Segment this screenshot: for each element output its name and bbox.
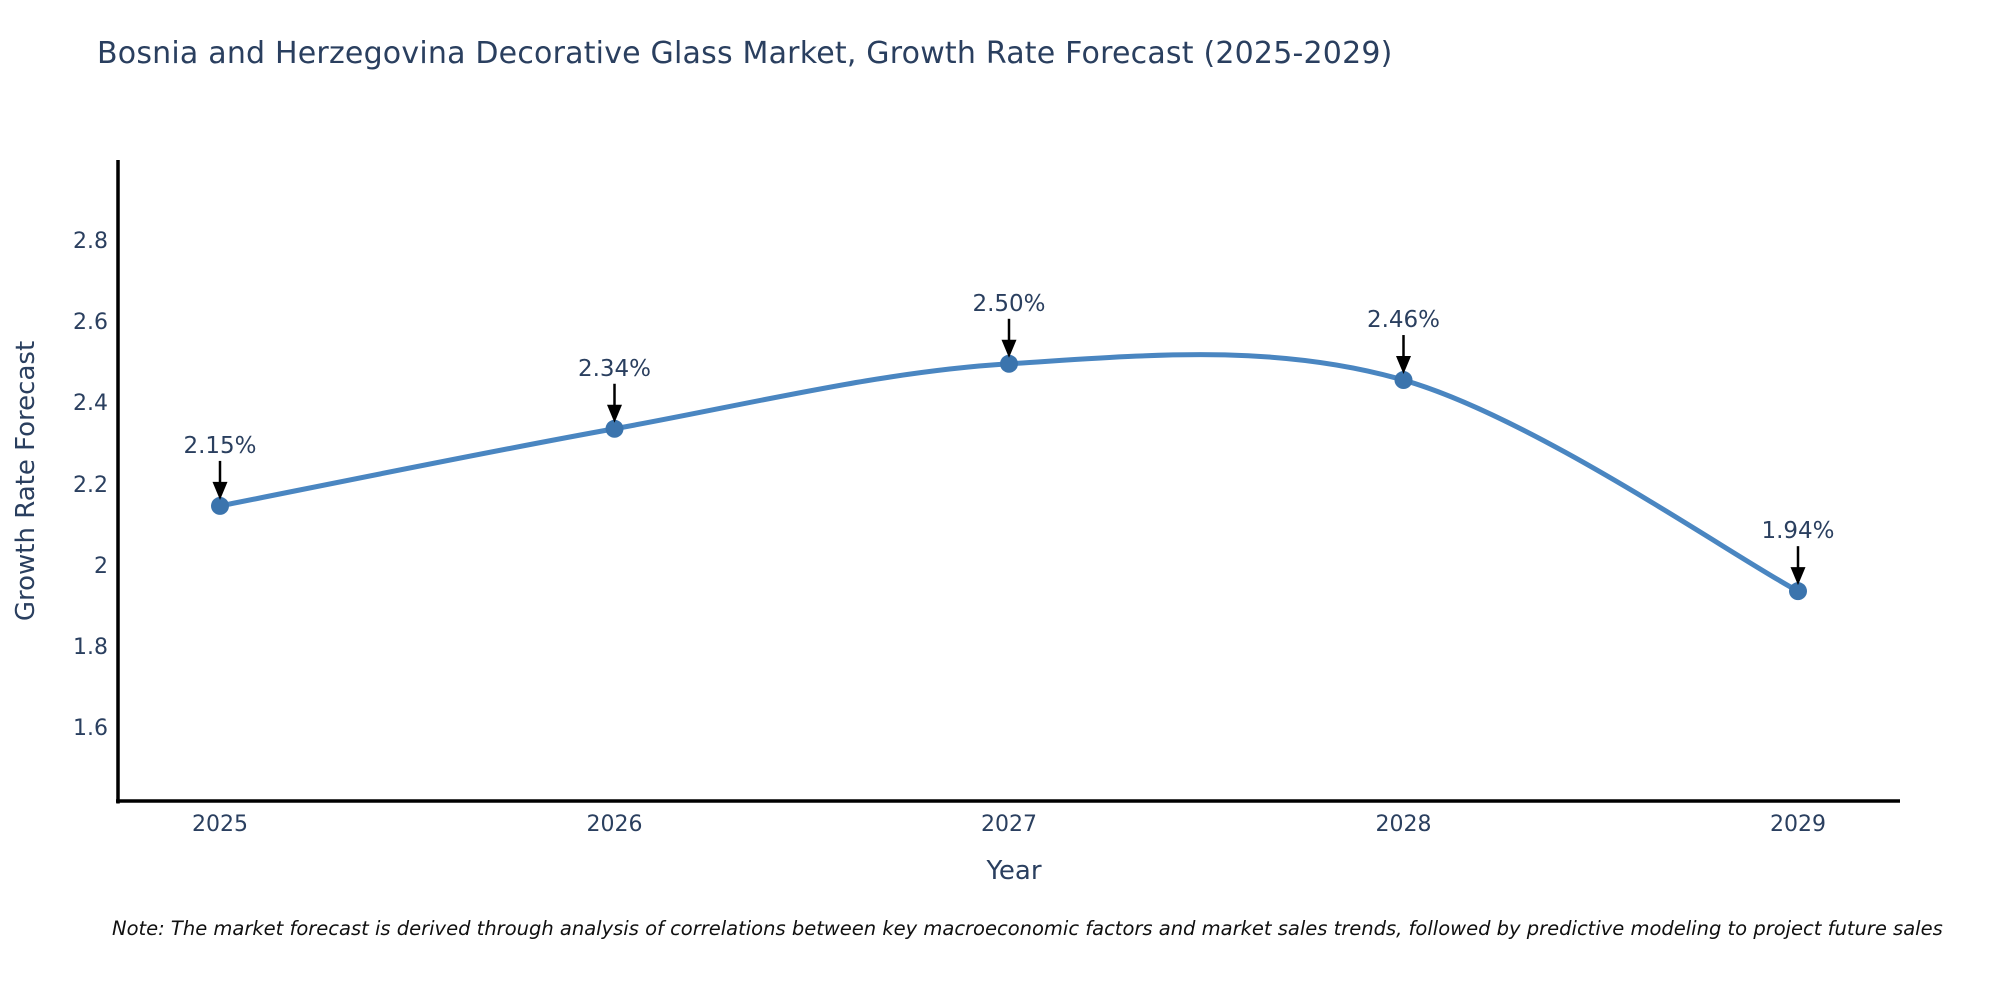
y-tick-label: 2 bbox=[94, 553, 108, 579]
x-tick-label: 2029 bbox=[1770, 812, 1826, 837]
chart-title: Bosnia and Herzegovina Decorative Glass … bbox=[97, 36, 1393, 71]
data-point-label: 2.15% bbox=[183, 432, 257, 459]
annotation-arrowhead-icon bbox=[212, 481, 228, 500]
y-tick-label: 1.8 bbox=[73, 635, 108, 660]
annotation-arrowhead-icon bbox=[1790, 567, 1806, 586]
trend-line bbox=[217, 352, 1801, 594]
x-tick-label: 2028 bbox=[1375, 812, 1432, 837]
data-point-label: 1.94% bbox=[1761, 518, 1835, 545]
y-tick-label: 2.6 bbox=[73, 310, 108, 336]
annotation-arrowhead-icon bbox=[607, 404, 622, 423]
data-point-marker[interactable] bbox=[1000, 354, 1018, 373]
data-point-label: 2.50% bbox=[972, 290, 1046, 317]
y-tick-label: 2.4 bbox=[73, 391, 108, 417]
x-tick-label: 2026 bbox=[586, 812, 643, 837]
y-tick-label: 2.2 bbox=[73, 472, 108, 498]
footnote: Note: The market forecast is derived thr… bbox=[112, 917, 1943, 940]
y-tick-label: 2.8 bbox=[73, 229, 108, 254]
data-point-marker[interactable] bbox=[1394, 371, 1413, 390]
data-point-label: 2.34% bbox=[577, 355, 652, 382]
annotation-arrowhead-icon bbox=[1001, 339, 1017, 358]
x-tick-label: 2027 bbox=[981, 812, 1037, 837]
data-point-marker[interactable] bbox=[211, 496, 229, 515]
data-point-label: 2.46% bbox=[1366, 307, 1441, 334]
annotation-arrowhead-icon bbox=[1396, 356, 1411, 375]
y-tick-label: 1.6 bbox=[73, 716, 108, 742]
data-point-marker[interactable] bbox=[1789, 582, 1807, 601]
x-tick-label: 2025 bbox=[192, 812, 248, 837]
x-axis-title: Year bbox=[986, 856, 1042, 886]
data-point-marker[interactable] bbox=[605, 419, 624, 438]
